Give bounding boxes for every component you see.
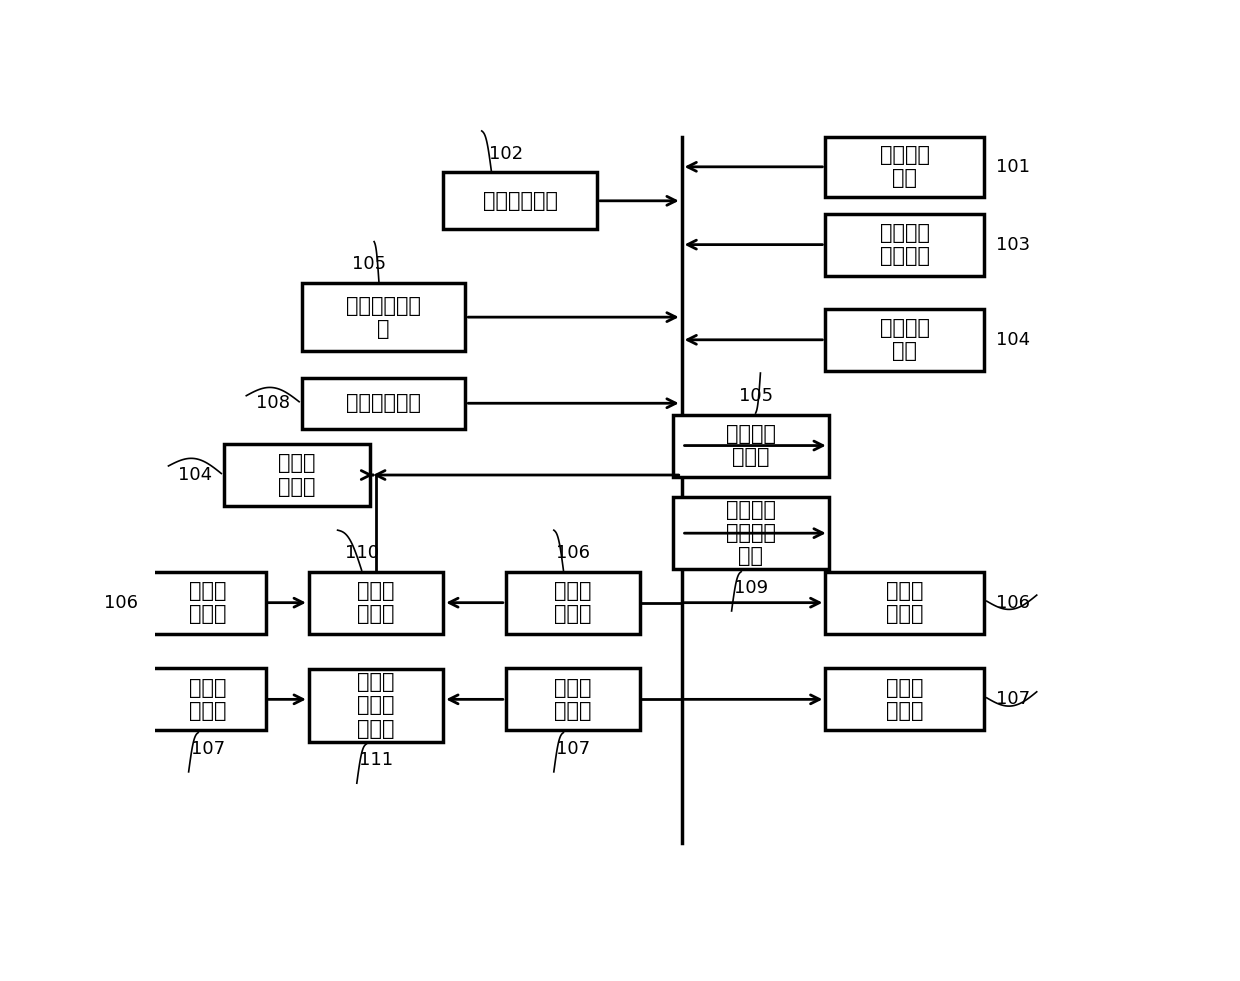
Text: 107: 107: [191, 740, 224, 758]
Text: 写入交
易完成: 写入交 易完成: [885, 678, 924, 721]
Text: 102: 102: [489, 144, 523, 163]
FancyBboxPatch shape: [309, 572, 444, 634]
FancyBboxPatch shape: [673, 497, 828, 569]
Text: 写入付
款事项: 写入付 款事项: [554, 581, 591, 624]
FancyBboxPatch shape: [444, 173, 596, 230]
FancyBboxPatch shape: [673, 415, 828, 477]
Text: 109: 109: [734, 579, 768, 597]
Text: 106: 106: [556, 543, 590, 562]
Text: 111: 111: [358, 751, 393, 769]
Text: 写入付
款事项: 写入付 款事项: [885, 581, 924, 624]
Text: 写入交
易成立: 写入交 易成立: [279, 453, 316, 496]
FancyBboxPatch shape: [826, 668, 983, 730]
Text: 105: 105: [739, 387, 773, 405]
Text: 104: 104: [177, 466, 212, 484]
Text: 写入交
易完成: 写入交 易完成: [190, 678, 227, 721]
Text: 106: 106: [997, 594, 1030, 612]
FancyBboxPatch shape: [826, 309, 983, 371]
Text: 保险公
司转账: 保险公 司转账: [357, 581, 394, 624]
Text: 108: 108: [255, 394, 289, 412]
Text: 写入承诺
保险事项
关闭: 写入承诺 保险事项 关闭: [725, 500, 776, 566]
Text: 写入信用
评价完成: 写入信用 评价完成: [879, 223, 930, 266]
Text: 写入付款承诺: 写入付款承诺: [482, 191, 558, 211]
Text: 写入交易被拒
绝: 写入交易被拒 绝: [346, 295, 422, 338]
FancyBboxPatch shape: [224, 444, 371, 506]
Text: 写入保
险责任
已消除: 写入保 险责任 已消除: [357, 672, 394, 739]
FancyBboxPatch shape: [506, 572, 640, 634]
Text: 107: 107: [556, 740, 590, 758]
FancyBboxPatch shape: [826, 136, 983, 197]
Text: 写入付
款事项: 写入付 款事项: [190, 581, 227, 624]
Text: 107: 107: [997, 691, 1030, 708]
Text: 101: 101: [997, 158, 1030, 176]
Text: 写入承诺保险: 写入承诺保险: [346, 393, 422, 413]
FancyBboxPatch shape: [150, 668, 265, 730]
Text: 写入交易
成立: 写入交易 成立: [879, 318, 930, 361]
Text: 110: 110: [345, 543, 378, 562]
Text: 104: 104: [997, 331, 1030, 349]
Text: 103: 103: [997, 235, 1030, 254]
Text: 写入交易
被拒绝: 写入交易 被拒绝: [725, 424, 776, 467]
FancyBboxPatch shape: [506, 668, 640, 730]
FancyBboxPatch shape: [150, 572, 265, 634]
FancyBboxPatch shape: [826, 214, 983, 276]
Text: 105: 105: [352, 255, 387, 274]
FancyBboxPatch shape: [309, 669, 444, 742]
Text: 写入收款
声明: 写入收款 声明: [879, 145, 930, 188]
FancyBboxPatch shape: [303, 284, 465, 351]
Text: 106: 106: [104, 594, 138, 612]
FancyBboxPatch shape: [303, 378, 465, 429]
FancyBboxPatch shape: [826, 572, 983, 634]
Text: 写入交
易完成: 写入交 易完成: [554, 678, 591, 721]
